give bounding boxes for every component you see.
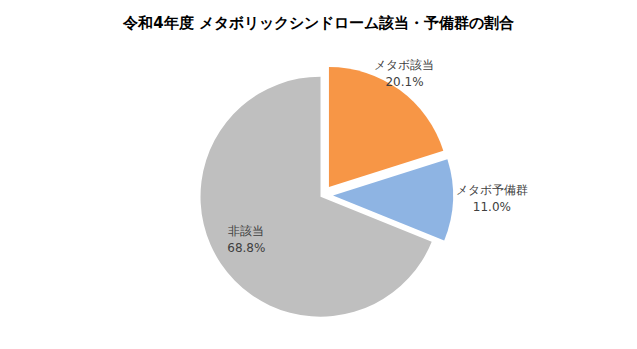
svg-text:非該当68.8%: 非該当68.8% <box>227 224 265 255</box>
html-text:令和4年度 メタボリックシンドローム該当・予備群の割合: 令和4年度 メタボリックシンドローム該当・予備群の割合 <box>123 14 514 32</box>
svg-text:メタボ予備群11.0%: メタボ予備群11.0% <box>456 183 528 214</box>
svg-text:メタボ該当20.1%: メタボ該当20.1% <box>374 58 434 89</box>
